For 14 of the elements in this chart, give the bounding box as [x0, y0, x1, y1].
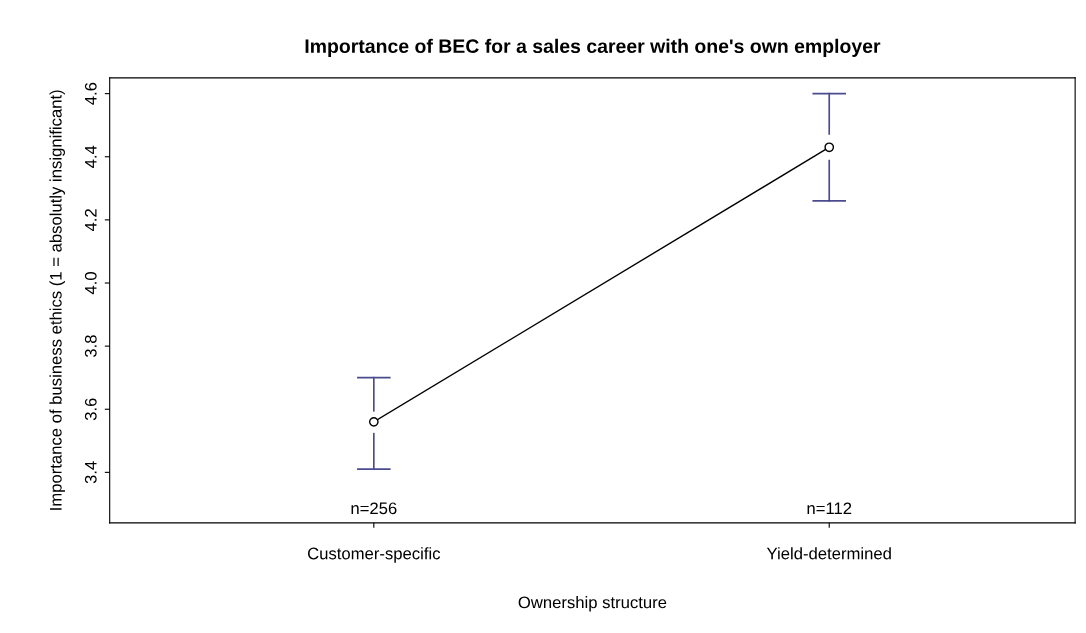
y-tick-label: 3.8 [84, 335, 97, 358]
chart-title: Importance of BEC for a sales career with one's own employer [305, 38, 881, 57]
y-tick-label: 3.6 [84, 398, 97, 421]
annotation: n=256 [351, 502, 397, 515]
y-tick-label: 4.6 [84, 82, 97, 105]
x-axis-title: Ownership structure [518, 596, 667, 612]
y-tick-label: 3.4 [84, 461, 97, 484]
y-tick-label: 4.4 [85, 145, 97, 168]
y-tick-label: 4.2 [84, 209, 97, 232]
x-tick-label: Customer-specific [307, 547, 441, 563]
y-axis-title: Importance of business ethics (1 = absolutly insignificant) [49, 90, 65, 510]
y-tick-label: 4.0 [84, 272, 97, 295]
x-tick-label: Yield-determined [766, 547, 891, 560]
annotation: n=112 [807, 502, 852, 515]
